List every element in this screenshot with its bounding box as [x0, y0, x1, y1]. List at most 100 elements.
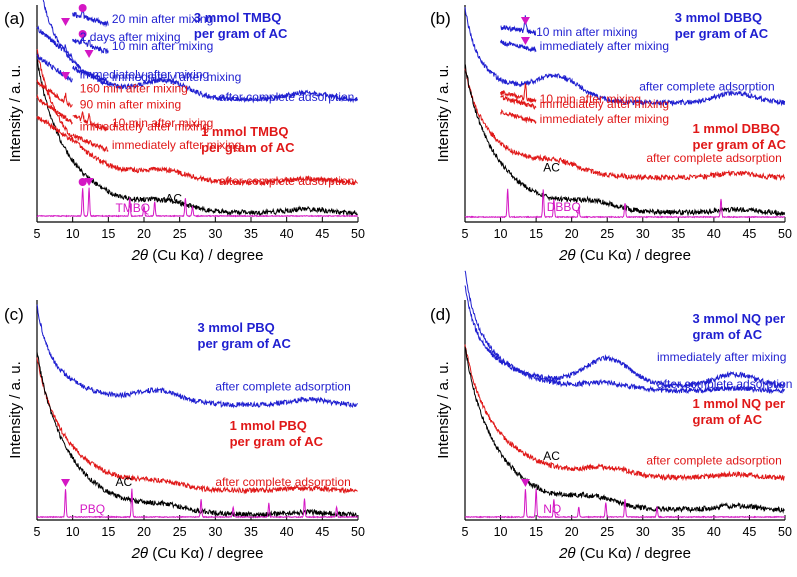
panel-c: (c) 5 10 15 20 25 30 35 40 45 50 2θ (Cu Kα) / degre…	[4, 18, 365, 562]
group-caption-red: 1 mmol TMBQ per gram of AC	[201, 124, 295, 155]
series-after-complete-adsorption-red	[36, 48, 358, 187]
series-ac-black	[464, 346, 785, 514]
series-20-min-after-mixing-blue	[72, 9, 109, 28]
group-caption-red: 1 mmol NQ per gram of AC	[693, 396, 785, 427]
x-tick-label: 20	[137, 525, 151, 539]
series-label: AC	[165, 191, 182, 205]
x-axis-title-theta: 2θ	[131, 247, 148, 264]
series-label: 160 min after mixing	[80, 82, 188, 96]
group-caption-blue: 3 mmol PBQ per gram of AC	[198, 320, 292, 351]
series-immediately-after-mixing-blue	[500, 39, 537, 53]
series-label: immediately after mixing	[540, 97, 669, 111]
x-tick-label: 30	[636, 227, 650, 241]
series-label: after complete adsorption	[646, 453, 781, 467]
x-tick-label: 15	[101, 525, 115, 539]
x-tick-label: 5	[34, 227, 41, 241]
y-axis-title: Intensity / a. u.	[7, 361, 24, 459]
x-axis-title-rest: (Cu Kα) / degree	[148, 247, 263, 264]
series-160-min-after-mixing-red	[36, 78, 73, 108]
group-caption-blue: 3 mmol TMBQ per gram of AC	[194, 10, 288, 41]
series-label: after complete adsorption	[639, 80, 774, 94]
x-tick-label: 20	[137, 227, 151, 241]
x-axis-title: 2θ (Cu Kα) / degree	[131, 545, 264, 562]
series-after-complete-adsorption-red	[36, 357, 358, 495]
x-tick-label: 40	[707, 525, 721, 539]
x-tick-label: 30	[636, 525, 650, 539]
series-nq-magenta	[464, 488, 786, 519]
series-after-complete-adsorption-blue	[464, 7, 786, 107]
panel-letter: (d)	[430, 305, 451, 324]
x-tick-label: 10	[494, 525, 508, 539]
panel-d: (d) 5 10 15 20 25 30 35 40 45 50 2θ (Cu Kα) / degre…	[430, 15, 792, 562]
group-caption-blue: 3 mmol DBBQ per gram of AC	[675, 10, 769, 41]
series-label: 10 min after mixing	[112, 39, 213, 53]
series-label: AC	[115, 475, 132, 489]
x-axis-title-rest: (Cu Kα) / degree	[576, 545, 691, 562]
series-immediately-after-mixing-red	[500, 93, 537, 110]
x-tick-label: 10	[494, 227, 508, 241]
x-tick-label: 5	[462, 525, 469, 539]
series-label: immediately after mixing	[540, 39, 669, 53]
x-tick-label: 30	[208, 525, 222, 539]
series-label: immediately after mixing	[657, 350, 786, 364]
x-tick-label: 40	[280, 525, 294, 539]
y-axis-title: Intensity / a. u.	[7, 65, 24, 163]
series-10-min-after-mixing-red	[72, 110, 109, 132]
series-label: 10 min after mixing	[112, 116, 213, 130]
x-tick-label: 35	[671, 227, 685, 241]
series-label: immediately after mixing	[112, 138, 241, 152]
x-tick-label: 50	[778, 227, 792, 241]
y-axis-title: Intensity / a. u.	[435, 65, 452, 163]
x-tick-label: 15	[529, 525, 543, 539]
x-tick-label: 45	[742, 227, 756, 241]
series-label: DBBQ	[547, 200, 581, 214]
series-90-min-after-mixing-red	[36, 94, 73, 125]
series-label: immediately after mixing	[540, 112, 669, 126]
series-label: 90 min after mixing	[80, 98, 181, 112]
x-tick-label: 45	[315, 525, 329, 539]
series-tmbq-magenta	[36, 187, 359, 218]
series-label: AC	[543, 449, 560, 463]
series-after-complete-adsorption-red	[464, 68, 786, 182]
series-label: 10 min after mixing	[536, 25, 637, 39]
marker-triangle	[84, 178, 94, 186]
x-tick-label: 5	[34, 525, 41, 539]
panel-letter: (b)	[430, 9, 451, 28]
panel-letter: (c)	[4, 305, 24, 324]
x-tick-label: 25	[173, 525, 187, 539]
marker-triangle	[520, 37, 530, 45]
x-axis-title-theta: 2θ	[558, 545, 575, 562]
x-tick-label: 50	[351, 227, 365, 241]
x-tick-label: 25	[600, 227, 614, 241]
panel-letter: (a)	[4, 9, 25, 28]
series-label: after complete adsorption	[215, 475, 350, 489]
x-tick-label: 10	[66, 525, 80, 539]
x-tick-label: 20	[565, 525, 579, 539]
group-caption-blue: 3 mmol NQ per gram of AC	[693, 311, 785, 342]
series-immediately-after-mixing-blue	[36, 53, 73, 83]
series-label: 2 days after mixing	[80, 30, 181, 44]
x-tick-label: 15	[101, 227, 115, 241]
series-label: immediately after mixing	[80, 68, 209, 82]
marker-circle	[78, 178, 87, 186]
series-pbq-magenta	[36, 488, 358, 519]
marker-circle	[78, 4, 87, 12]
x-tick-label: 45	[742, 525, 756, 539]
series-after-complete-adsorption-blue	[464, 270, 786, 395]
series-label: after complete adsorption	[646, 151, 781, 165]
x-tick-label: 40	[707, 227, 721, 241]
series-label: PBQ	[80, 502, 105, 516]
series-2-days-after-mixing-blue	[36, 25, 73, 60]
x-axis-title-theta: 2θ	[558, 247, 575, 264]
x-axis-title: 2θ (Cu Kα) / degree	[558, 247, 691, 264]
group-caption-red: 1 mmol PBQ per gram of AC	[230, 418, 324, 449]
x-tick-label: 45	[315, 227, 329, 241]
y-axis-title: Intensity / a. u.	[435, 361, 452, 459]
series-label: immediately after mixing	[80, 120, 209, 134]
series-label: 20 min after mixing	[112, 12, 213, 26]
series-after-complete-adsorption-blue	[42, 0, 359, 104]
series-after-complete-adsorption-blue	[36, 304, 358, 409]
marker-triangle	[61, 479, 71, 487]
series-label: after complete adsorption	[215, 380, 350, 394]
